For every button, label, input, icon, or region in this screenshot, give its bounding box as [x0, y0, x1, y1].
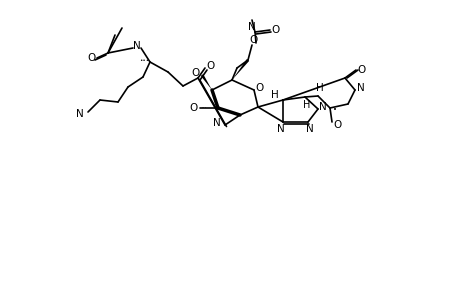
Text: O: O — [191, 68, 200, 78]
Text: O: O — [88, 53, 96, 63]
Text: •••: ••• — [139, 58, 149, 62]
Text: N: N — [133, 41, 140, 51]
Text: O: O — [271, 25, 280, 35]
Text: O: O — [190, 103, 198, 113]
Text: N: N — [356, 83, 364, 93]
Text: H: H — [302, 100, 310, 110]
Text: •: • — [332, 107, 336, 113]
Text: N: N — [213, 118, 220, 128]
Text: H: H — [270, 90, 278, 100]
Text: O: O — [357, 65, 365, 75]
Text: H: H — [315, 83, 323, 93]
Text: O: O — [255, 83, 263, 93]
Polygon shape — [231, 59, 249, 80]
Text: N: N — [76, 109, 84, 119]
Polygon shape — [200, 74, 212, 90]
Text: N: N — [305, 124, 313, 134]
Text: ···: ··· — [201, 106, 206, 110]
Text: N: N — [319, 102, 326, 112]
Text: N: N — [276, 124, 284, 134]
Text: O: O — [333, 120, 341, 130]
Text: O: O — [249, 35, 257, 45]
Text: O: O — [207, 61, 215, 71]
Text: N: N — [247, 22, 255, 32]
